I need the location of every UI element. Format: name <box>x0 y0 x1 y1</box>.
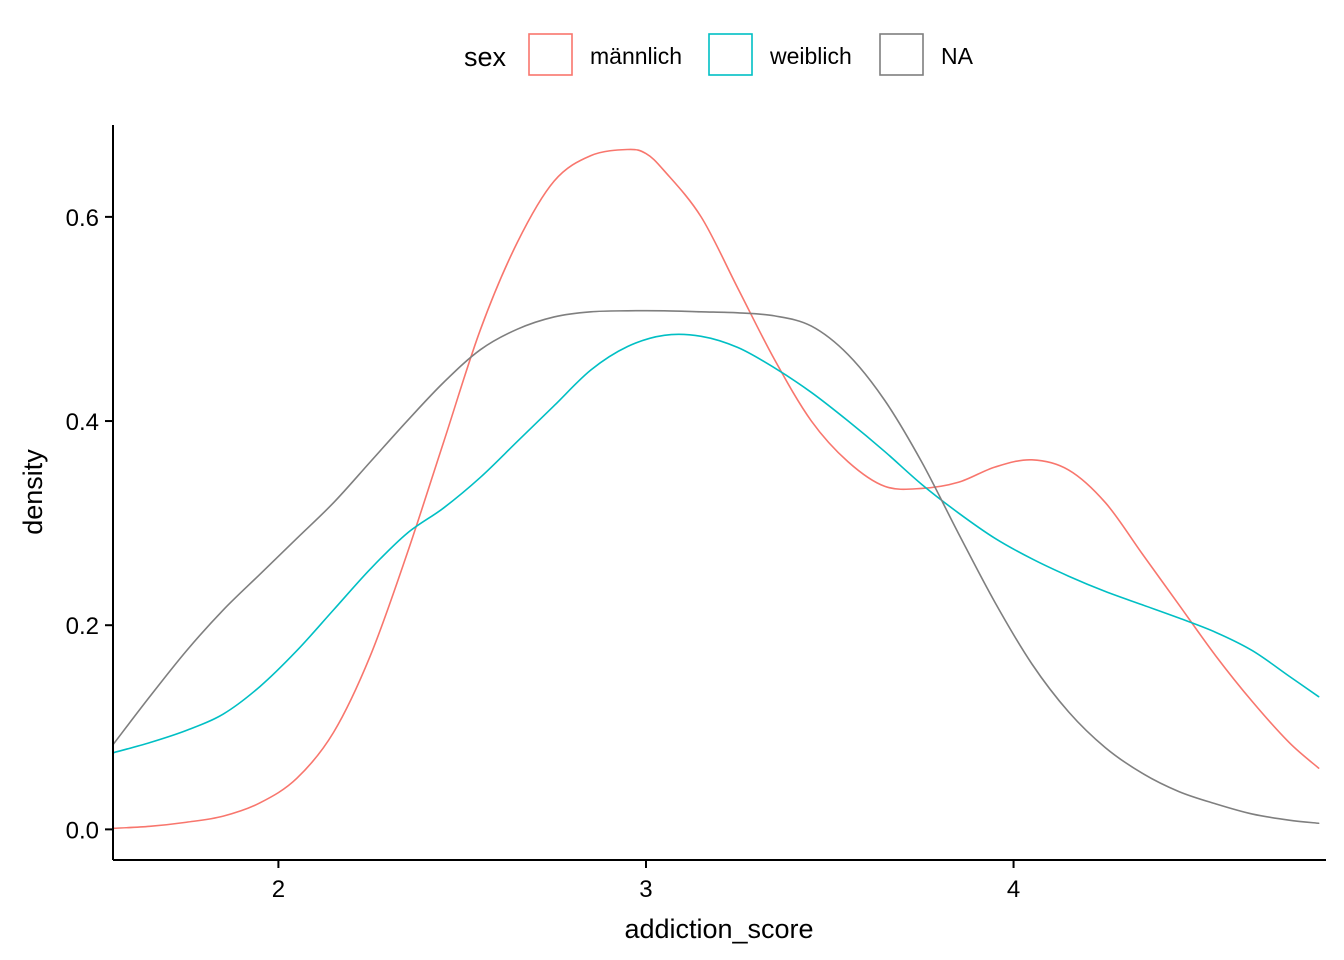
legend-label: männlich <box>590 43 682 69</box>
x-tick-label: 3 <box>639 876 652 903</box>
y-axis-ticks: 0.0 0.2 0.4 0.6 <box>66 205 113 844</box>
legend-label: NA <box>941 43 974 69</box>
y-axis-title: density <box>18 449 48 535</box>
plot-area <box>112 148 1320 830</box>
series-line-3 <box>112 309 1320 825</box>
y-tick-label: 0.6 <box>66 205 99 232</box>
series-line-2 <box>112 333 1320 754</box>
x-tick-label: 4 <box>1007 876 1020 903</box>
x-tick-label: 2 <box>272 876 285 903</box>
y-tick-label: 0.2 <box>66 613 99 640</box>
y-tick-label: 0.0 <box>66 817 99 844</box>
x-axis-title: addiction_score <box>624 914 813 944</box>
x-axis-ticks: 2 3 4 <box>272 860 1020 903</box>
legend-key <box>528 33 573 76</box>
legend-label: weiblich <box>769 43 852 69</box>
legend-key <box>879 33 924 76</box>
legend-title: sex <box>464 42 507 72</box>
legend-key <box>708 33 753 76</box>
series-line-1 <box>112 148 1320 830</box>
y-tick-label: 0.4 <box>66 409 99 436</box>
legend: sex männlich weiblich NA <box>464 33 974 76</box>
